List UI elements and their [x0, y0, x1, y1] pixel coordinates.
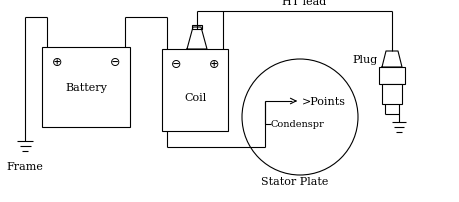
Circle shape — [242, 60, 358, 175]
Text: Condenspr: Condenspr — [270, 119, 324, 128]
Text: ⊖: ⊖ — [110, 55, 120, 68]
Bar — [379, 68, 405, 85]
Text: Coil: Coil — [184, 93, 206, 103]
Bar — [192, 26, 202, 30]
Text: ⊖: ⊖ — [171, 57, 181, 70]
Text: ⊕: ⊕ — [209, 57, 219, 70]
Text: Plug: Plug — [353, 55, 378, 65]
Text: Frame: Frame — [6, 161, 44, 171]
Text: Battery: Battery — [65, 83, 107, 93]
Text: >Points: >Points — [302, 97, 346, 106]
Bar — [272, 115, 322, 132]
Bar — [263, 120, 271, 128]
Text: Stator Plate: Stator Plate — [261, 176, 329, 186]
Text: HT lead: HT lead — [282, 0, 327, 7]
Bar — [382, 85, 402, 104]
Text: ⊕: ⊕ — [52, 55, 62, 68]
Bar — [42, 48, 130, 127]
Bar — [162, 50, 228, 131]
